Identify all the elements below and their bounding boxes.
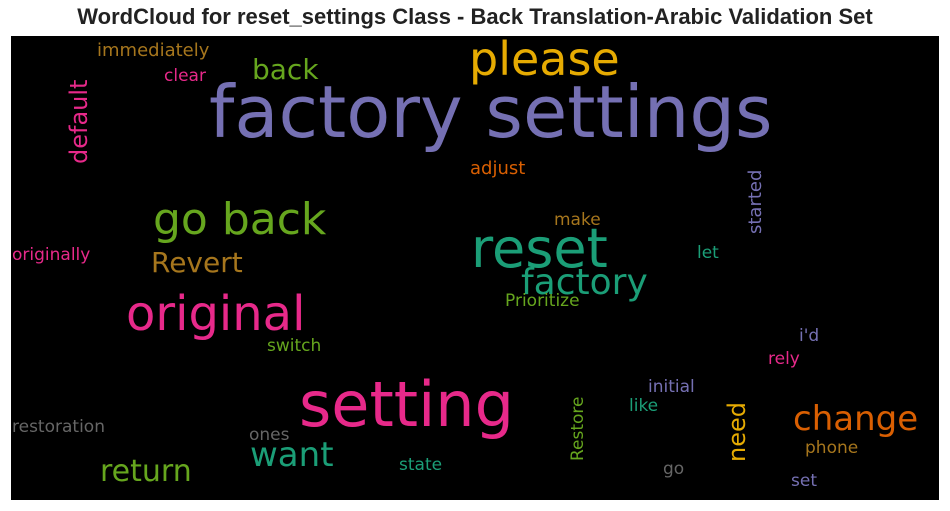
wordcloud-canvas: factory settings please back immediately… <box>11 36 939 500</box>
word-back: back <box>252 53 319 86</box>
word-want: want <box>250 435 334 475</box>
word-restoration: restoration <box>12 417 105 437</box>
word-let: let <box>697 243 719 263</box>
word-return: return <box>100 454 192 489</box>
word-need: need <box>723 402 751 462</box>
word-factory: factory <box>521 262 648 303</box>
word-switch: switch <box>267 336 322 356</box>
word-revert: Revert <box>151 246 243 279</box>
word-restore: Restore <box>568 396 588 461</box>
word-setting: setting <box>299 368 514 441</box>
word-factory-settings: factory settings <box>209 70 773 154</box>
word-id: i'd <box>799 326 820 346</box>
word-like: like <box>629 396 659 416</box>
word-started: started <box>745 169 766 234</box>
chart-title: WordCloud for reset_settings Class - Bac… <box>77 4 873 29</box>
word-prioritize: Prioritize <box>505 291 580 311</box>
word-go: go <box>663 459 685 479</box>
word-set: set <box>791 471 817 491</box>
word-initial: initial <box>648 377 695 397</box>
word-clear: clear <box>164 66 206 86</box>
word-make: make <box>554 210 601 230</box>
word-change: change <box>793 399 919 439</box>
word-please: please <box>469 36 620 86</box>
word-state: state <box>399 455 443 475</box>
word-immediately: immediately <box>97 40 210 61</box>
word-phone: phone <box>805 438 859 458</box>
word-go-back: go back <box>153 194 327 245</box>
word-rely: rely <box>768 349 800 369</box>
word-original: original <box>126 286 306 342</box>
word-ones: ones <box>249 425 290 445</box>
word-originally: originally <box>12 245 91 265</box>
word-adjust: adjust <box>470 158 526 179</box>
word-reset: reset <box>471 217 608 280</box>
word-default: default <box>65 79 93 164</box>
